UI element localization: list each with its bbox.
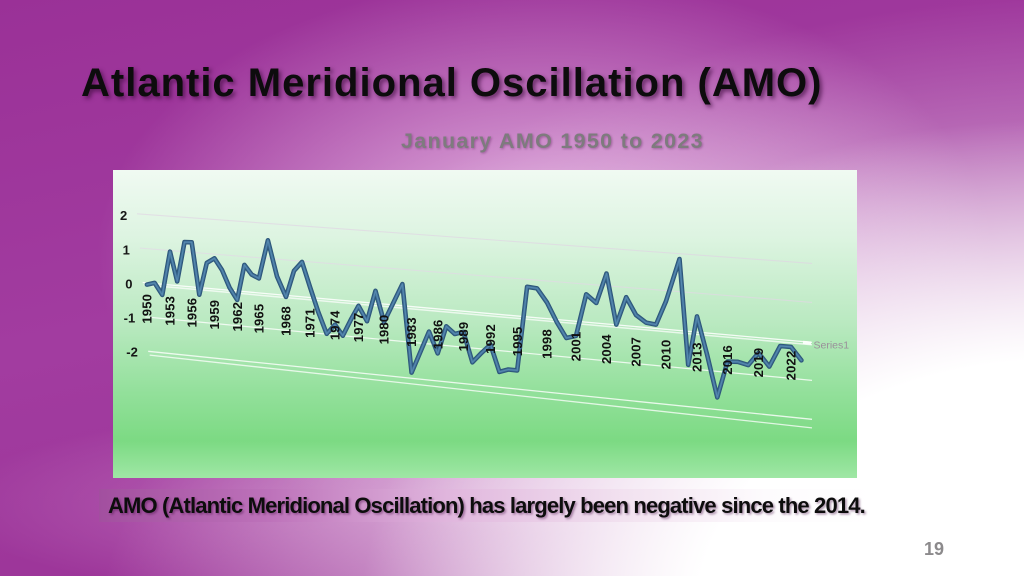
svg-text:1977: 1977 — [351, 313, 366, 343]
svg-text:2: 2 — [120, 208, 127, 223]
svg-text:1953: 1953 — [163, 296, 178, 326]
svg-text:1989: 1989 — [456, 322, 471, 352]
svg-text:1950: 1950 — [140, 294, 155, 324]
svg-text:1962: 1962 — [230, 302, 245, 332]
svg-text:1974: 1974 — [328, 310, 343, 340]
svg-text:1: 1 — [123, 242, 130, 257]
svg-text:1998: 1998 — [540, 329, 555, 359]
svg-text:2001: 2001 — [569, 332, 584, 362]
svg-text:1980: 1980 — [377, 315, 392, 345]
svg-text:0: 0 — [125, 277, 132, 292]
svg-text:2013: 2013 — [690, 342, 705, 372]
svg-text:1968: 1968 — [279, 306, 294, 336]
svg-text:1956: 1956 — [184, 298, 199, 328]
svg-text:1965: 1965 — [252, 304, 267, 334]
svg-text:1959: 1959 — [207, 300, 222, 330]
svg-text:1995: 1995 — [510, 327, 525, 357]
svg-text:1986: 1986 — [430, 320, 445, 350]
svg-text:-2: -2 — [126, 345, 138, 360]
svg-text:1983: 1983 — [404, 317, 419, 347]
svg-text:2022: 2022 — [784, 351, 799, 381]
svg-text:2004: 2004 — [599, 334, 614, 364]
svg-text:2019: 2019 — [751, 348, 766, 378]
svg-text:2007: 2007 — [629, 337, 644, 367]
svg-text:Series1: Series1 — [814, 340, 850, 352]
svg-text:1971: 1971 — [303, 308, 318, 338]
svg-text:-1: -1 — [124, 311, 136, 326]
svg-text:2016: 2016 — [720, 345, 735, 375]
svg-text:2010: 2010 — [659, 340, 674, 370]
svg-text:1992: 1992 — [483, 324, 498, 354]
